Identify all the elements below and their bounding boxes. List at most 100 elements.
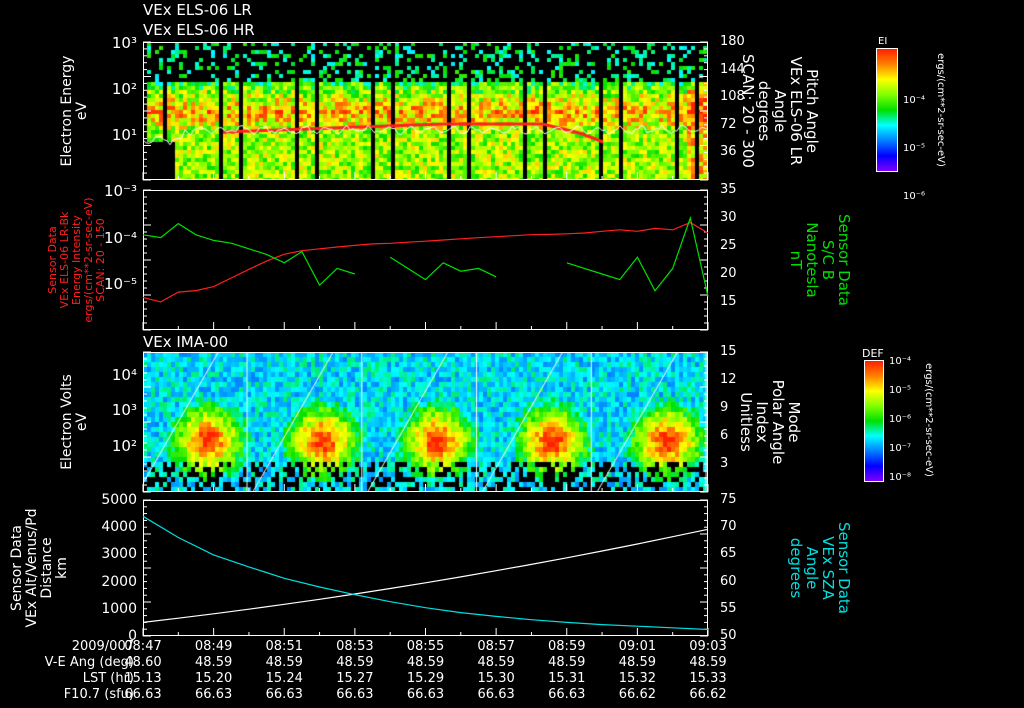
y2-axis-label-line: Nanotesla [803, 222, 821, 298]
y-axis-label-line: SCAN: 20 - 150 [94, 218, 107, 302]
y2-tick-label: 12 [720, 372, 737, 387]
x-times-value: 08:55 [406, 639, 445, 654]
y2-axis-label-line: SCAN: 20 - 300 [739, 54, 757, 168]
y-axis-label-line: Electron Energy [59, 55, 75, 167]
x-times-value: 08:53 [336, 639, 374, 654]
y2-tick-label: 36 [720, 144, 737, 160]
y-tick-label: 10⁻⁵ [103, 275, 137, 294]
ei-colorbar-title: EI [878, 36, 888, 47]
y-axis-label: Sensor Data VEx ELS-06 LR-Bk Energy Intens… [46, 197, 107, 322]
x-times-value: 08:47 [124, 639, 162, 654]
y2-axis-label-line: Angle [771, 89, 789, 133]
y2-tick-label: 60 [720, 573, 737, 589]
y-tick-label: 10³ [111, 401, 137, 420]
x-ve-ang-value: 48.59 [618, 655, 656, 670]
y-axis-label-line: eV [74, 101, 90, 121]
y2-tick-label: 72 [720, 116, 737, 132]
def-colorbar [864, 360, 884, 482]
y-tick-label: 10² [111, 437, 137, 456]
y2-tick-label: 25 [720, 238, 737, 253]
y-tick-label: 10¹ [111, 126, 137, 144]
x-row-label: LST (hr) [82, 671, 134, 686]
y-tick-label: 2000 [101, 573, 137, 590]
title-ima: VEx IMA-00 [143, 333, 229, 351]
x-lst-value: 15.33 [689, 671, 727, 686]
x-lst-value: 15.27 [336, 671, 374, 686]
x-row-label: F10.7 (sfu) [63, 687, 134, 702]
y2-axis-label-line: Pitch Angle [803, 69, 821, 153]
x-ve-ang-value: 48.59 [477, 655, 515, 670]
x-lst-value: 15.13 [124, 671, 162, 686]
y2-axis-label: Sensor Data VEx SZA Angle degrees [787, 522, 853, 614]
series-altitude [142, 528, 709, 623]
x-lst-value: 15.30 [477, 671, 515, 686]
series-sza [142, 515, 709, 631]
y-axis-label-line: Sensor Data [9, 525, 25, 611]
x-f107-value: 66.63 [336, 687, 374, 702]
y2-axis-label-line: Polar Angle [769, 379, 787, 465]
y2-axis-label-line: degrees [787, 537, 805, 599]
y-tick-label: 10³ [111, 34, 137, 52]
x-ve-ang-value: 48.59 [195, 655, 233, 670]
y2-tick-label: 50 [720, 628, 737, 643]
y2-axis-label-line: Angle [803, 546, 821, 590]
x-f107-value: 66.63 [406, 687, 445, 702]
y-tick-label: 3000 [101, 546, 137, 563]
els-spectrogram [143, 42, 708, 180]
y2-tick-label: 75 [720, 492, 737, 507]
x-ve-ang-value: 48.59 [689, 655, 727, 670]
x-ve-ang-value: 48.59 [336, 655, 374, 670]
series-energy-intensity [142, 221, 709, 303]
y2-tick-label: 55 [720, 600, 737, 616]
x-f107-value: 66.63 [548, 687, 586, 702]
y-tick-label: 10⁻⁴ [103, 228, 137, 247]
y-axis-label: Electron Energy eV [59, 55, 90, 167]
y-axis-label-line: Distance [39, 537, 55, 599]
x-row-label: V-E Ang (deg) [44, 655, 134, 670]
y2-axis-label-line: degrees [755, 80, 773, 142]
x-times-value: 08:57 [477, 639, 515, 654]
y2-axis-label-line: Mode [785, 401, 803, 443]
x-times-value: 08:49 [194, 639, 233, 654]
y2-tick-label: 6 [720, 428, 729, 443]
y-axis-label: Sensor Data VEx Alt/Venus/Pd Distance km [9, 508, 70, 628]
y-axis-label-line: eV [74, 412, 90, 432]
title-els-lr: VEx ELS-06 LR [143, 1, 252, 19]
y2-tick-label: 108 [720, 89, 745, 105]
y2-axis-label-line: Unitless [737, 392, 755, 452]
y2-axis-label-line: VEx ELS-06 LR [787, 56, 805, 166]
ei-colorbar-units: ergs/(cm**2-sr-sec-eV) [935, 53, 946, 167]
x-f107-value: 66.63 [265, 687, 303, 702]
x-ve-ang-value: 48.59 [548, 655, 586, 670]
panel-3-plot [142, 351, 709, 493]
series-s-c-b [142, 215, 709, 297]
y2-tick-label: 35 [720, 182, 737, 197]
y2-tick-label: 65 [720, 546, 737, 562]
y-axis-label-line: VEx Alt/Venus/Pd [24, 508, 40, 628]
y2-axis-label-line: Sensor Data [835, 522, 853, 614]
x-lst-value: 15.24 [265, 671, 303, 686]
y2-axis-label: Pitch Angle VEx ELS-06 LR Angle degrees SCAN… [739, 54, 821, 168]
title-els-hr: VEx ELS-06 HR [143, 21, 255, 39]
y2-tick-label: 15 [720, 294, 737, 309]
y-tick-label: 4000 [101, 519, 137, 536]
x-lst-value: 15.29 [406, 671, 445, 686]
x-times-value: 09:03 [689, 639, 727, 654]
y2-axis-label-line: VEx SZA [819, 536, 837, 600]
y2-axis-label-line: Sensor Data [835, 214, 853, 306]
y2-tick-label: 70 [720, 519, 737, 535]
y-tick-label: 10⁴ [111, 365, 137, 384]
x-times-value: 08:51 [265, 639, 303, 654]
x-f107-value: 66.62 [618, 687, 656, 702]
y2-tick-label: 15 [720, 344, 737, 359]
x-row-label: 2009/007 [71, 639, 134, 654]
y-tick-label: 5000 [101, 492, 137, 508]
x-f107-value: 66.62 [689, 687, 727, 702]
x-ve-ang-value: 48.59 [265, 655, 303, 670]
y2-tick-label: 30 [720, 210, 737, 225]
x-times-value: 09:01 [618, 639, 657, 654]
panel-4-plot [142, 499, 709, 637]
y-axis-label-line: Electron Volts [59, 374, 75, 470]
y2-tick-label: 144 [720, 61, 745, 77]
def-colorbar-title: DEF [862, 347, 884, 360]
